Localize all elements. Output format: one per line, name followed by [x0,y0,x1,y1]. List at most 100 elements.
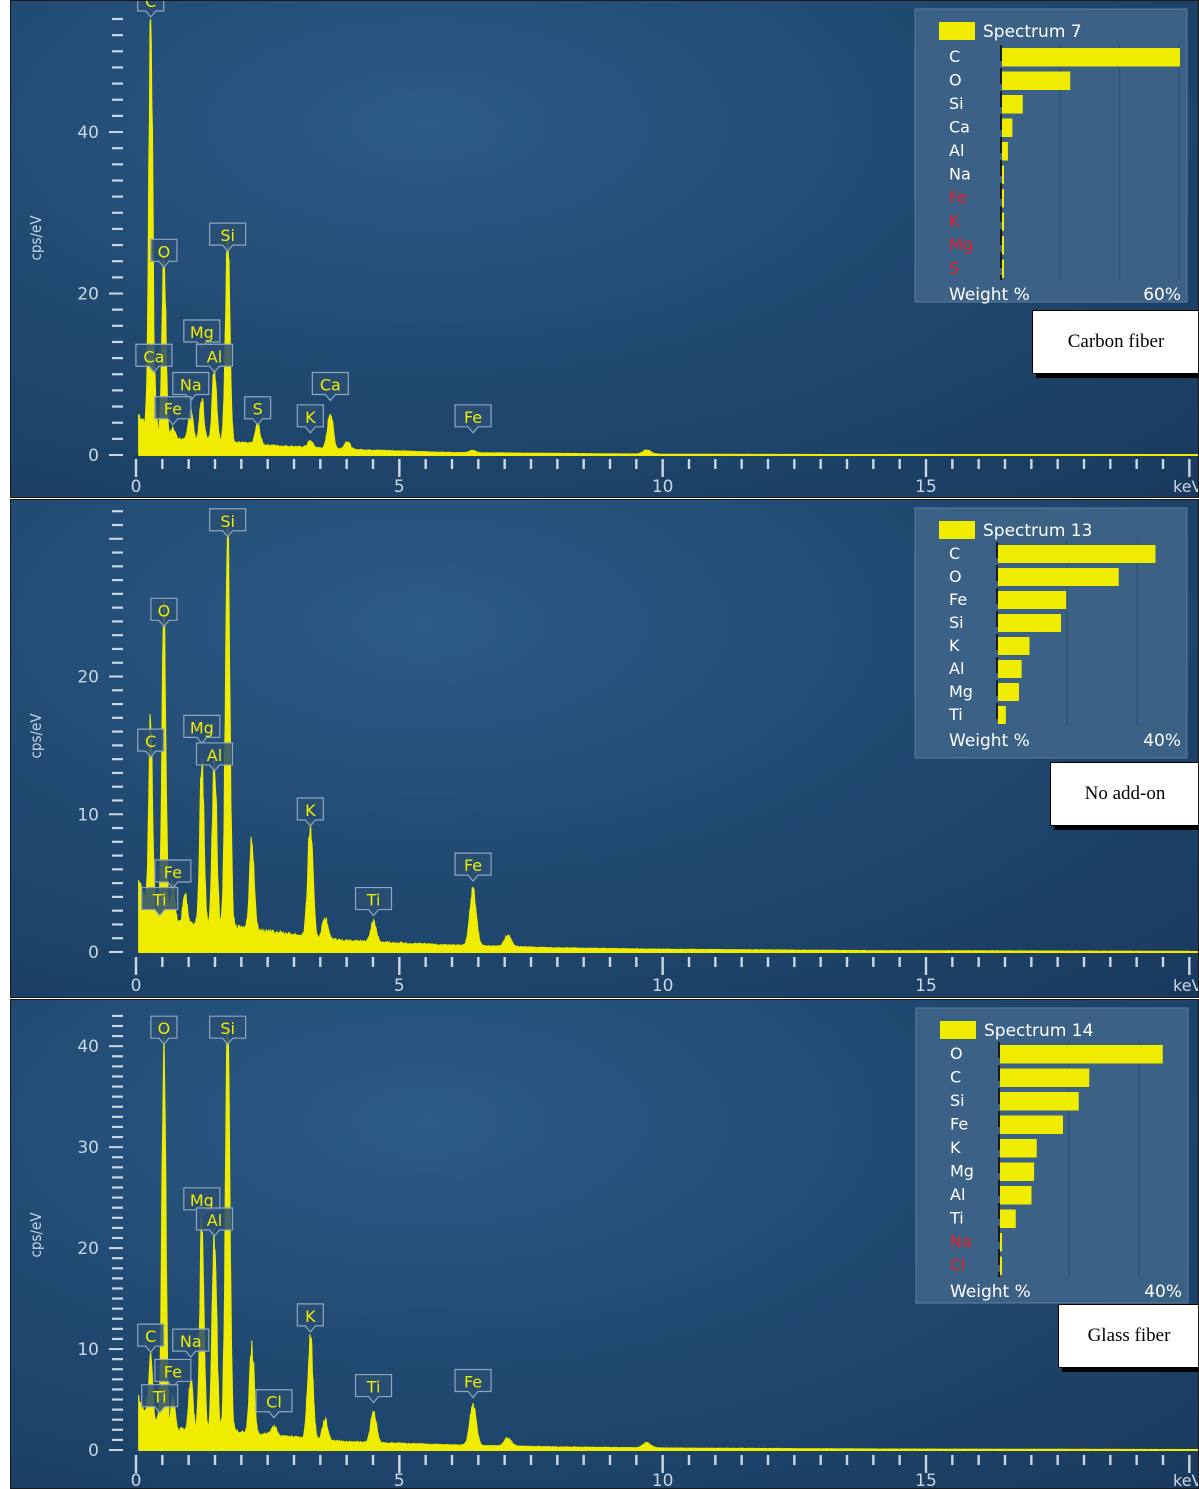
eds-spectrum-chart: 02040cps/eV051015keVCOSiMgAlCaNaFeSKCaFe… [27,1,1198,497]
weight-legend: Spectrum 7 CO Si Ca Al Na Fe K Mg S Weight % 60% [914,8,1188,305]
y-tick-label: 0 [88,943,99,963]
legend-title: Spectrum 13 [983,521,1092,541]
eds-spectrum-chart: 010203040cps/eV051015keVOSiMgAlCNaFeTiCl… [27,1007,1198,1489]
y-tick-label: 20 [77,668,99,688]
y-tick-label: 0 [88,1441,99,1461]
peak-label: Fe [454,852,492,883]
legend-bar [998,568,1119,586]
spectrum-panel-carbon-fiber: 02040cps/eV051015keVCOSiMgAlCaNaFeSKCaFe… [10,0,1199,498]
x-tick-label: 10 [652,976,674,996]
legend-title: Spectrum 7 [983,22,1082,42]
legend-bar [998,683,1019,701]
y-axis-label: cps/eV [27,713,45,759]
y-tick-label: 10 [77,805,99,825]
peak-label: Fe [154,859,192,889]
legend-bar [1000,1115,1063,1134]
peak-label-text: Ti [366,1378,381,1397]
legend-element-label: S [949,259,959,278]
legend-bar [998,660,1022,678]
y-axis-label: cps/eV [27,215,45,261]
peak-label: Si [209,222,247,253]
legend-swatch [939,22,975,40]
legend-bar [1002,48,1180,67]
legend-element-label: Ti [949,1209,964,1228]
legend-element-label: Si [949,94,964,113]
peak-label-text: Si [220,226,235,245]
legend-bar [1002,212,1004,231]
legend-axis-max: 40% [1144,1282,1182,1302]
legend-swatch [939,521,975,539]
legend-element-label: K [950,1138,961,1157]
peak-label: Na [172,371,210,402]
peak-label: K [296,797,324,827]
legend-element-label: Na [949,165,971,184]
x-tick-label: 5 [394,976,405,996]
legend-bar [1002,236,1004,255]
legend-bar [1000,1068,1090,1087]
peak-label: K [296,1303,324,1333]
y-tick-label: 40 [77,1037,99,1057]
legend-axis-max: 40% [1143,731,1181,751]
legend-bar [1000,1092,1079,1111]
legend-bar [998,706,1006,724]
legend-bar [1000,1139,1037,1158]
peak-label: Al [195,742,234,772]
peak-label: Mg [183,319,221,349]
legend-element-label: Al [949,141,964,160]
legend-element-label: C [949,544,960,563]
x-tick-label: 15 [915,1471,937,1489]
peak-label: Ca [135,343,173,374]
legend-bar [1002,95,1023,114]
peak-label: O [150,238,178,269]
legend-element-label: K [949,636,960,655]
peak-label: Na [172,1328,210,1359]
legend-bar [1002,118,1013,137]
legend-bar [998,614,1061,632]
legend-bar [1000,1233,1002,1252]
peak-label: Al [195,1207,234,1237]
legend-element-label: Cl [950,1256,966,1275]
x-tick-label: 10 [652,1471,674,1489]
legend-element-label: Fe [950,1115,968,1134]
peak-label: K [296,404,324,434]
peak-label: O [150,1015,178,1046]
peak-label-text: Fe [164,400,182,419]
y-tick-label: 0 [88,446,99,466]
peak-label-text: Ti [152,1388,167,1407]
peak-label: Fe [454,404,492,434]
peak-label: C [137,1323,165,1354]
peak-label: C [137,728,165,759]
legend-axis-label: Weight % [950,1282,1031,1302]
legend-axis-label: Weight % [949,731,1030,751]
peak-label-text: Na [180,1332,202,1351]
legend-bar [1002,189,1004,208]
peak-label: Ti [354,1373,393,1404]
legend-bar [1000,1045,1163,1064]
legend-element-label: O [950,1044,963,1063]
x-tick-label: 5 [394,477,405,497]
legend-element-label: Al [950,1185,965,1204]
legend-bar [1002,142,1008,161]
peak-label: Si [209,1015,247,1046]
y-tick-label: 40 [77,123,99,143]
peak-label: Ti [354,886,393,917]
peak-label-text: S [253,400,263,419]
peak-label: Ca [311,371,349,402]
y-axis-label: cps/eV [27,1212,45,1258]
legend-element-label: Fe [949,590,967,609]
peak-label-text: Mg [190,1191,214,1210]
legend-bar [1000,1256,1002,1275]
panel-caption: Carbon fiber [1032,310,1198,374]
peak-label-text: K [305,1307,316,1326]
peak-label-text: Ti [366,891,381,910]
peak-label-text: Fe [464,1373,482,1392]
x-tick-label: 15 [915,477,937,497]
peak-label-text: C [145,1,156,11]
x-tick-label: 0 [131,1471,142,1489]
x-tick-label: 5 [394,1471,405,1489]
peak-label: Cl [255,1389,293,1419]
legend-bar [998,637,1030,655]
legend-element-label: Mg [950,1162,974,1181]
peak-label-text: Cl [266,1393,282,1412]
peak-label-text: Si [220,512,235,531]
